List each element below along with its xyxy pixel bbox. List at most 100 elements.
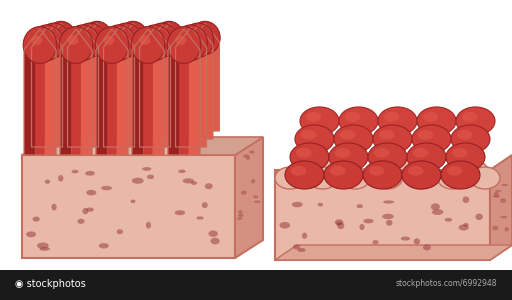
Ellipse shape [364, 219, 374, 224]
Ellipse shape [437, 167, 467, 189]
Ellipse shape [335, 148, 350, 158]
Polygon shape [171, 42, 175, 147]
Ellipse shape [302, 120, 337, 131]
Ellipse shape [99, 243, 109, 248]
Ellipse shape [154, 21, 184, 55]
Polygon shape [114, 32, 123, 147]
Ellipse shape [337, 222, 345, 229]
Polygon shape [275, 170, 490, 260]
Polygon shape [128, 32, 132, 155]
Ellipse shape [495, 190, 501, 192]
Ellipse shape [178, 169, 186, 173]
Ellipse shape [86, 208, 94, 212]
Ellipse shape [241, 191, 247, 195]
Ellipse shape [243, 154, 249, 158]
Ellipse shape [190, 21, 220, 55]
Ellipse shape [197, 29, 207, 38]
Polygon shape [147, 39, 158, 139]
Polygon shape [66, 37, 75, 131]
Ellipse shape [457, 130, 473, 140]
Polygon shape [111, 39, 121, 139]
Polygon shape [63, 42, 67, 147]
Ellipse shape [359, 224, 365, 230]
Ellipse shape [440, 182, 451, 187]
Polygon shape [151, 32, 160, 147]
Ellipse shape [456, 107, 495, 135]
Ellipse shape [374, 148, 390, 158]
Ellipse shape [38, 23, 70, 57]
Ellipse shape [238, 210, 243, 214]
Ellipse shape [470, 167, 500, 189]
Ellipse shape [404, 174, 439, 185]
Ellipse shape [443, 174, 478, 185]
Ellipse shape [67, 25, 99, 60]
Ellipse shape [369, 166, 385, 176]
Ellipse shape [33, 217, 40, 222]
Ellipse shape [74, 33, 86, 43]
Ellipse shape [414, 238, 420, 244]
Ellipse shape [39, 247, 50, 251]
Polygon shape [140, 41, 151, 147]
Ellipse shape [142, 167, 152, 171]
Polygon shape [106, 51, 110, 139]
Ellipse shape [494, 192, 499, 197]
Ellipse shape [345, 112, 360, 122]
Polygon shape [60, 44, 71, 155]
Ellipse shape [368, 143, 407, 171]
Ellipse shape [110, 23, 142, 57]
Ellipse shape [492, 226, 498, 230]
Ellipse shape [414, 138, 449, 149]
Polygon shape [137, 37, 147, 131]
Ellipse shape [89, 29, 99, 38]
Ellipse shape [417, 107, 456, 135]
Polygon shape [86, 30, 95, 139]
Ellipse shape [407, 143, 446, 171]
Ellipse shape [408, 166, 423, 176]
Ellipse shape [287, 174, 322, 185]
Polygon shape [92, 32, 96, 155]
Ellipse shape [335, 219, 344, 225]
Polygon shape [275, 245, 512, 260]
Polygon shape [39, 39, 50, 139]
Ellipse shape [161, 29, 171, 38]
Polygon shape [82, 37, 93, 131]
Ellipse shape [383, 200, 394, 204]
Polygon shape [70, 51, 74, 139]
Ellipse shape [285, 161, 324, 189]
Text: ◉ stockphotos: ◉ stockphotos [15, 279, 86, 289]
Polygon shape [117, 44, 128, 155]
Polygon shape [113, 61, 117, 131]
Ellipse shape [67, 35, 78, 45]
Ellipse shape [53, 29, 63, 38]
Polygon shape [103, 41, 114, 147]
Ellipse shape [246, 157, 250, 160]
Ellipse shape [293, 244, 300, 250]
Ellipse shape [458, 120, 493, 131]
Polygon shape [52, 41, 62, 147]
Polygon shape [132, 44, 143, 155]
Polygon shape [183, 39, 194, 139]
Ellipse shape [46, 31, 56, 40]
Ellipse shape [46, 21, 76, 55]
Ellipse shape [370, 156, 405, 167]
Bar [0, 270, 512, 300]
Ellipse shape [308, 167, 337, 189]
Ellipse shape [296, 148, 311, 158]
Ellipse shape [441, 161, 480, 189]
Polygon shape [202, 39, 213, 139]
Polygon shape [176, 41, 186, 147]
Ellipse shape [131, 27, 165, 63]
Ellipse shape [249, 150, 254, 154]
Ellipse shape [146, 33, 157, 43]
Ellipse shape [117, 229, 123, 234]
Polygon shape [174, 37, 183, 131]
Ellipse shape [125, 29, 135, 38]
Polygon shape [35, 34, 45, 155]
Ellipse shape [306, 112, 322, 122]
Ellipse shape [380, 120, 415, 131]
Polygon shape [88, 41, 98, 147]
Ellipse shape [349, 181, 356, 185]
Polygon shape [119, 37, 129, 131]
Ellipse shape [452, 148, 467, 158]
Polygon shape [77, 61, 81, 131]
